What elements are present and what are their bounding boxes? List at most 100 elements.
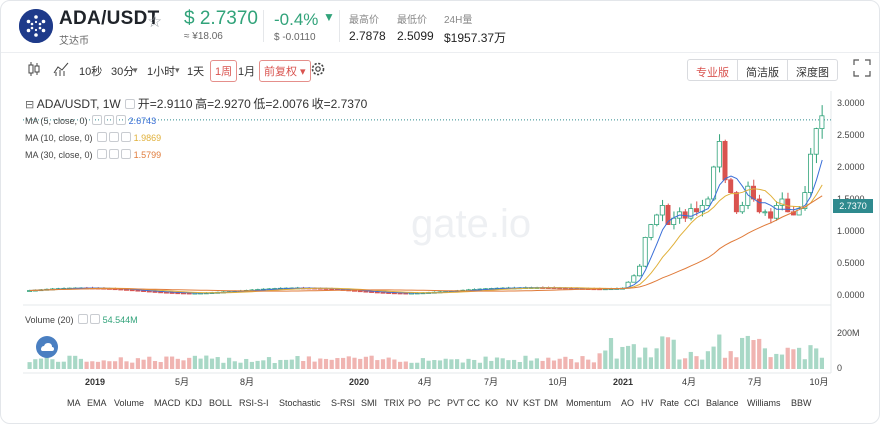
indicator-rate[interactable]: Rate (660, 398, 680, 408)
volume-bar (141, 359, 146, 369)
indicator-kdj[interactable]: KDJ (185, 398, 203, 408)
volume-bar (443, 358, 448, 369)
volume-bar (175, 358, 180, 369)
price-chart[interactable]: 3.00002.50002.00001.50001.00000.50000.00… (1, 87, 880, 394)
ma5-value: 2.6743 (128, 116, 157, 126)
dropdown-caret-icon[interactable]: ▾ (175, 65, 180, 75)
volume-bar (90, 361, 95, 369)
candle-body (751, 185, 757, 200)
view-simple-tab[interactable]: 简洁版 (738, 60, 788, 80)
volume-bar (643, 347, 648, 369)
collapse-icon[interactable]: ⊟ (25, 99, 35, 111)
indicator-kst[interactable]: KST (523, 398, 541, 408)
view-pro-tab[interactable]: 专业版 (688, 60, 738, 80)
time-tick-label: 2019 (85, 377, 105, 387)
volume-bar (181, 360, 186, 369)
indicator-cc[interactable]: CC (467, 398, 480, 408)
time-tick-label: 10月 (809, 377, 828, 387)
volume-bar (249, 361, 254, 369)
indicator-s-rsi[interactable]: S-RSI (331, 398, 356, 408)
volume-bar (204, 355, 209, 369)
indicator-hv[interactable]: HV (641, 398, 654, 408)
interval-10s[interactable]: 10秒 (79, 66, 103, 78)
indicator-williams[interactable]: Williams (747, 398, 781, 408)
indicator-ema[interactable]: EMA (87, 398, 107, 408)
indicator-ko[interactable]: KO (485, 398, 499, 408)
candle-body (642, 236, 648, 267)
volume-bar (118, 357, 123, 369)
interval-1h[interactable]: 1小时 (147, 66, 176, 78)
indicator-pvt[interactable]: PVT (447, 398, 465, 408)
visibility-icon[interactable] (92, 115, 103, 125)
price-change-percent: -0.4% (274, 10, 319, 29)
volume-bar (369, 355, 374, 369)
indicator-stochastic[interactable]: Stochastic (279, 398, 321, 408)
watermark-text: gate.io (411, 202, 531, 246)
cloud-icon[interactable] (35, 335, 59, 361)
close-icon[interactable] (121, 132, 132, 142)
visibility-icon[interactable] (97, 149, 108, 159)
indicator-ao[interactable]: AO (621, 398, 635, 408)
interval-1mo[interactable]: 1月 (238, 66, 256, 78)
candle-body (802, 192, 808, 209)
indicator-smi[interactable]: SMI (361, 398, 378, 408)
volume-bar (164, 356, 169, 369)
volume-bar (101, 360, 106, 369)
adjust-dropdown[interactable]: 前复权 ▾ (259, 60, 311, 82)
price-tick-label: 0.5000 (837, 258, 865, 268)
visibility-icon[interactable] (125, 99, 136, 109)
indicator-nv[interactable]: NV (506, 398, 519, 408)
interval-1d[interactable]: 1天 (187, 66, 205, 78)
indicator-ma[interactable]: MA (67, 398, 81, 408)
view-depth-tab[interactable]: 深度图 (796, 67, 829, 79)
time-tick-label: 8月 (240, 377, 254, 387)
volume-bar (637, 357, 642, 369)
visibility-icon[interactable] (78, 314, 89, 324)
visibility-icon[interactable] (97, 132, 108, 142)
indicator-dm[interactable]: DM (544, 398, 558, 408)
settings-icon[interactable] (104, 115, 115, 125)
volume-bar (437, 360, 443, 369)
volume-bar (740, 337, 745, 369)
volume-bar (546, 357, 551, 369)
indicator-momentum[interactable]: Momentum (566, 398, 612, 408)
close-icon[interactable] (116, 115, 127, 125)
volume-bar (688, 351, 693, 369)
settings-icon[interactable] (90, 314, 101, 324)
indicator-balance[interactable]: Balance (706, 398, 739, 408)
volume-bar (432, 360, 437, 369)
candle-body (688, 208, 694, 219)
indicators-icon[interactable] (53, 61, 69, 80)
settings-gear-icon[interactable] (310, 61, 326, 80)
volume-bar (677, 359, 682, 369)
volume-bar (50, 359, 55, 369)
settings-icon[interactable] (109, 132, 120, 142)
dropdown-caret-icon[interactable]: ▾ (133, 65, 138, 75)
price-tick-label: 2.5000 (837, 130, 865, 140)
indicator-boll[interactable]: BOLL (209, 398, 233, 408)
indicator-po[interactable]: PO (408, 398, 422, 408)
interval-1w-active[interactable]: 1周 (210, 60, 238, 82)
volume-bar (665, 337, 671, 369)
indicator-macd[interactable]: MACD (154, 398, 181, 408)
volume-bar (512, 359, 517, 369)
close-icon[interactable] (121, 149, 132, 159)
indicator-rsi-s-i[interactable]: RSI-S-I (239, 398, 269, 408)
legend-symbol: ADA/USDT, 1W (36, 97, 121, 111)
volume-bar (244, 358, 249, 369)
fullscreen-icon[interactable] (853, 59, 871, 80)
settings-icon[interactable] (109, 149, 120, 159)
favorite-star-icon[interactable]: ☆ (147, 12, 163, 31)
indicator-cci[interactable]: CCI (684, 398, 700, 408)
candle-body (808, 153, 814, 193)
volume-bar (477, 362, 482, 369)
indicator-bbw[interactable]: BBW (791, 398, 812, 408)
candle-type-icon[interactable] (27, 61, 41, 80)
indicator-trix[interactable]: TRIX (384, 398, 405, 408)
volume-bar (614, 358, 619, 369)
price-tick-label: 3.0000 (837, 98, 865, 108)
indicator-volume[interactable]: Volume (114, 398, 145, 408)
indicator-pc[interactable]: PC (428, 398, 441, 408)
interval-30m[interactable]: 30分 (111, 66, 135, 78)
time-tick-label: 5月 (175, 377, 189, 387)
